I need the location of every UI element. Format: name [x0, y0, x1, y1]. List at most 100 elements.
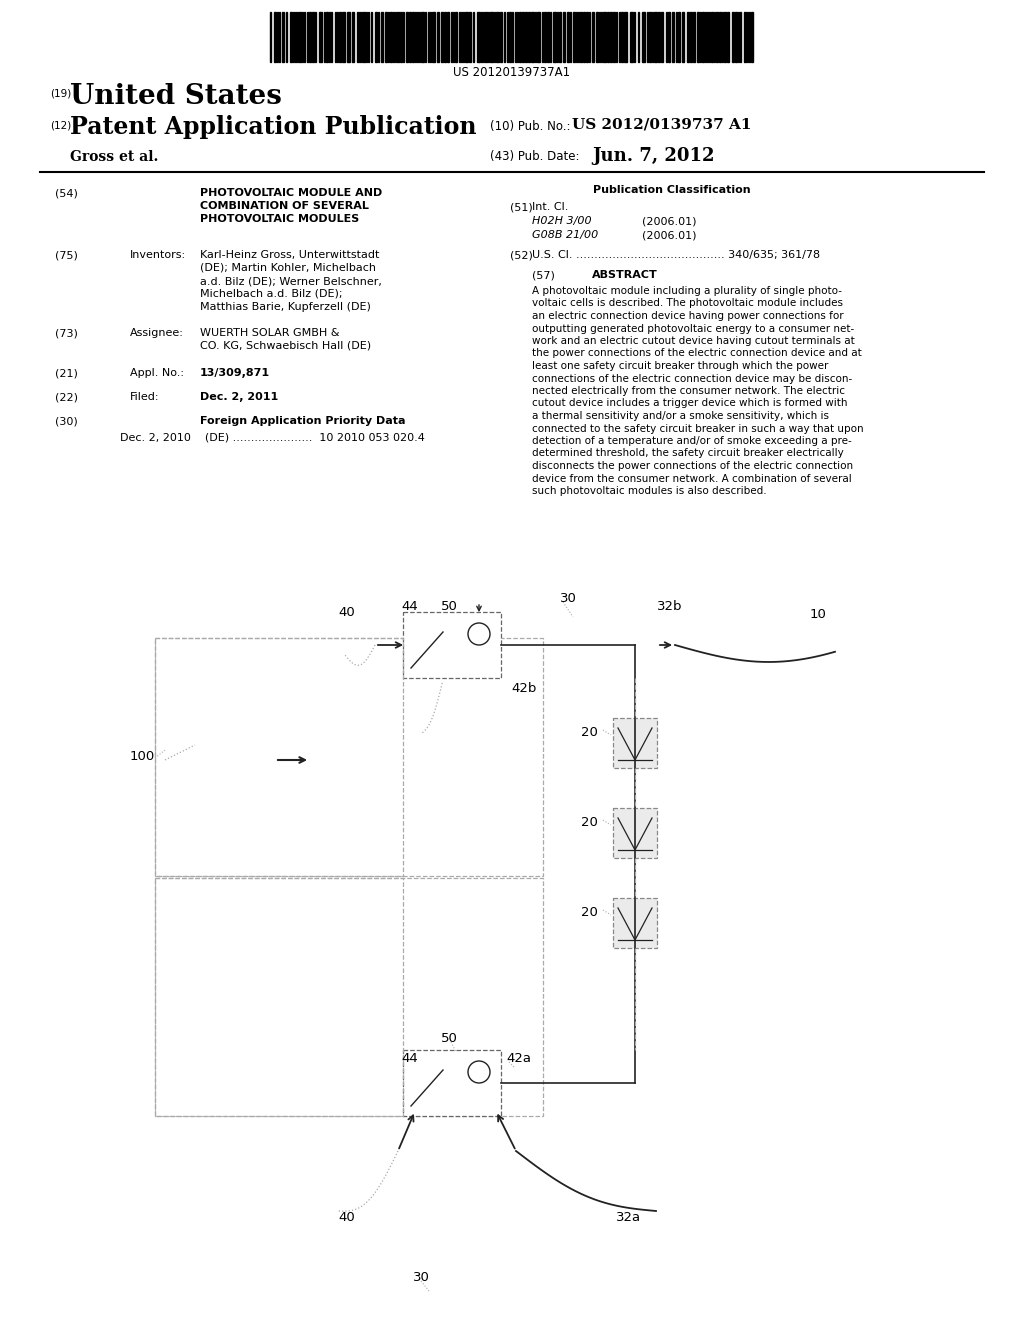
Bar [592, 12, 594, 62]
Bar [290, 12, 292, 62]
Bar [751, 12, 753, 62]
Text: nected electrically from the consumer network. The electric: nected electrically from the consumer ne… [532, 385, 845, 396]
Text: (12): (12) [50, 120, 72, 129]
Bar [403, 612, 501, 678]
Bar [697, 12, 699, 62]
Bar [362, 12, 365, 62]
Bar [406, 12, 408, 62]
Text: determined threshold, the safety circuit breaker electrically: determined threshold, the safety circuit… [532, 449, 844, 458]
Text: connections of the electric connection device may be discon-: connections of the electric connection d… [532, 374, 852, 384]
Text: an electric connection device having power connections for: an electric connection device having pow… [532, 312, 844, 321]
Bar [155, 638, 543, 876]
Bar [299, 12, 301, 62]
Bar [441, 12, 443, 62]
Bar [397, 12, 399, 62]
Bar [596, 12, 598, 62]
Text: 20: 20 [581, 906, 598, 919]
Bar [509, 12, 511, 62]
Text: U.S. Cl. ......................................... 340/635; 361/78: U.S. Cl. ...............................… [532, 249, 820, 260]
Bar [567, 12, 569, 62]
Text: G08B 21/00: G08B 21/00 [532, 230, 598, 240]
Text: (19): (19) [50, 88, 72, 98]
Bar [727, 12, 729, 62]
Bar [682, 12, 684, 62]
Bar [326, 12, 328, 62]
Bar [455, 12, 457, 62]
Text: 50: 50 [441, 1032, 458, 1045]
Bar [678, 12, 680, 62]
Bar [274, 12, 276, 62]
Text: Int. Cl.: Int. Cl. [532, 202, 568, 213]
Bar [613, 898, 657, 948]
Text: PHOTOVOLTAIC MODULE AND: PHOTOVOLTAIC MODULE AND [200, 187, 382, 198]
Text: least one safety circuit breaker through which the power: least one safety circuit breaker through… [532, 360, 828, 371]
Bar [477, 12, 480, 62]
Bar [490, 12, 493, 62]
Bar [613, 808, 657, 858]
Text: the power connections of the electric connection device and at: the power connections of the electric co… [532, 348, 862, 359]
Text: Foreign Application Priority Data: Foreign Application Priority Data [200, 416, 406, 426]
Bar [403, 1049, 501, 1115]
Text: Dec. 2, 2011: Dec. 2, 2011 [200, 392, 279, 403]
Bar [342, 12, 345, 62]
Text: 13/309,871: 13/309,871 [200, 368, 270, 378]
Text: H02H 3/00: H02H 3/00 [532, 216, 592, 226]
Text: 44: 44 [401, 1052, 418, 1065]
Text: (10) Pub. No.:: (10) Pub. No.: [490, 120, 570, 133]
Text: A photovoltaic module including a plurality of single photo-: A photovoltaic module including a plural… [532, 286, 842, 296]
Bar [654, 12, 657, 62]
Bar [610, 12, 612, 62]
Text: such photovoltaic modules is also described.: such photovoltaic modules is also descri… [532, 486, 767, 496]
Bar [668, 12, 670, 62]
Bar [621, 12, 623, 62]
Text: 50: 50 [441, 601, 458, 612]
Text: 42a: 42a [506, 1052, 531, 1065]
Text: ABSTRACT: ABSTRACT [592, 271, 657, 280]
Text: 30: 30 [413, 1271, 430, 1284]
Text: Publication Classification: Publication Classification [593, 185, 751, 195]
Text: outputting generated photovoltaic energy to a consumer net-: outputting generated photovoltaic energy… [532, 323, 854, 334]
Text: PHOTOVOLTAIC MODULES: PHOTOVOLTAIC MODULES [200, 214, 359, 224]
Bar [613, 718, 657, 768]
Bar [624, 12, 627, 62]
Text: United States: United States [70, 83, 282, 110]
Text: (51): (51) [510, 202, 532, 213]
Bar [309, 12, 311, 62]
Bar [544, 12, 546, 62]
Bar [693, 12, 695, 62]
Text: (75): (75) [55, 249, 78, 260]
Bar [672, 12, 674, 62]
Text: CO. KG, Schwaebisch Hall (DE): CO. KG, Schwaebisch Hall (DE) [200, 341, 371, 351]
Bar [702, 12, 705, 62]
Bar [385, 12, 387, 62]
Bar [421, 12, 424, 62]
Bar [690, 12, 692, 62]
Bar [155, 878, 543, 1115]
Bar [716, 12, 718, 62]
Text: 40: 40 [338, 606, 354, 619]
Bar [603, 12, 606, 62]
Bar [485, 12, 487, 62]
Text: 100: 100 [130, 750, 156, 763]
Bar [613, 12, 615, 62]
Bar [469, 12, 471, 62]
Bar [465, 12, 468, 62]
Text: (52): (52) [510, 249, 532, 260]
Text: disconnects the power connections of the electric connection: disconnects the power connections of the… [532, 461, 853, 471]
Bar [711, 12, 713, 62]
Text: Dec. 2, 2010    (DE) ......................  10 2010 053 020.4: Dec. 2, 2010 (DE) ......................… [120, 432, 425, 442]
Bar [607, 12, 609, 62]
Text: Assignee:: Assignee: [130, 327, 184, 338]
Bar [744, 12, 746, 62]
Bar [732, 12, 734, 62]
Text: detection of a temperature and/or of smoke exceeding a pre-: detection of a temperature and/or of smo… [532, 436, 852, 446]
Bar [662, 12, 663, 62]
Bar [649, 12, 651, 62]
Bar [687, 12, 689, 62]
Bar [282, 12, 284, 62]
Text: COMBINATION OF SEVERAL: COMBINATION OF SEVERAL [200, 201, 369, 211]
Bar [409, 12, 411, 62]
Bar [437, 12, 439, 62]
Text: (43) Pub. Date:: (43) Pub. Date: [490, 150, 580, 162]
Bar [347, 12, 350, 62]
